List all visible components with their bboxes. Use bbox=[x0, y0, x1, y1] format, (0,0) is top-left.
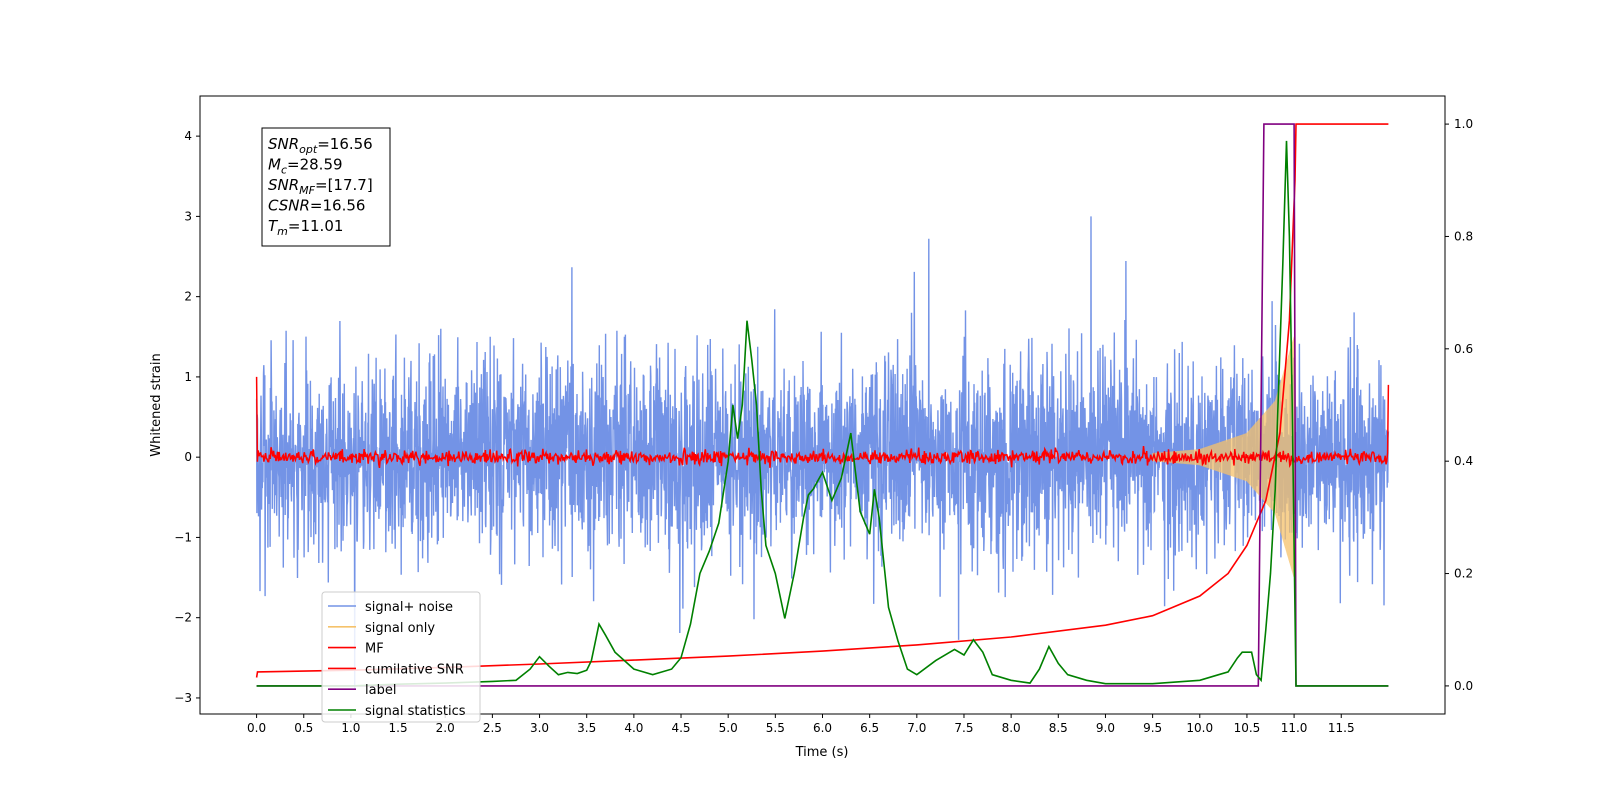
x-tick-label: 1.5 bbox=[389, 721, 408, 735]
x-tick-label: 3.5 bbox=[577, 721, 596, 735]
info-line: SNRMF=[17.7] bbox=[268, 176, 373, 197]
series-signal-only-line bbox=[1152, 336, 1295, 578]
x-tick-label: 0.5 bbox=[294, 721, 313, 735]
y-left-tick-label: −3 bbox=[174, 691, 192, 705]
legend-frame bbox=[321, 591, 481, 723]
info-box: SNRopt=16.56Mc=28.59SNRMF=[17.7]CSNR=16.… bbox=[261, 127, 391, 247]
series-mf-line bbox=[255, 376, 1390, 469]
y-left-tick-label: 3 bbox=[184, 209, 192, 223]
x-tick-label: 2.0 bbox=[436, 721, 455, 735]
ticks-layer: 0.0 0.5 1.0 1.5 2.0 2.5 3.0 3.5 4.0 4.5 5.0 5.5 6.0 6… bbox=[174, 117, 1473, 735]
legend: signal+ noise signal only MF cumilative SNR… bbox=[321, 591, 481, 723]
x-tick-label: 11.5 bbox=[1328, 721, 1355, 735]
y-left-tick-label: 0 bbox=[184, 450, 192, 464]
x-tick-label: 4.0 bbox=[624, 721, 643, 735]
info-line: Tm=11.01 bbox=[268, 217, 343, 238]
series-signal-noise-line bbox=[255, 216, 1390, 690]
y-right-tick-label: 1.0 bbox=[1454, 117, 1473, 131]
x-tick-label: 5.0 bbox=[719, 721, 738, 735]
y-left-tick-label: −2 bbox=[174, 611, 192, 625]
x-tick-label: 6.0 bbox=[813, 721, 832, 735]
legend-label: signal+ noise bbox=[365, 600, 453, 615]
y-right-tick-label: 0.2 bbox=[1454, 567, 1473, 581]
x-tick-label: 7.0 bbox=[907, 721, 926, 735]
legend-label: MF bbox=[365, 642, 384, 657]
y-left-tick-label: 1 bbox=[184, 370, 192, 384]
info-box-frame bbox=[261, 127, 391, 247]
x-tick-label: 10.0 bbox=[1186, 721, 1213, 735]
legend-label: label bbox=[365, 683, 396, 698]
x-tick-label: 11.0 bbox=[1281, 721, 1308, 735]
y-left-tick-label: −1 bbox=[174, 530, 192, 544]
x-tick-label: 0.0 bbox=[247, 721, 266, 735]
y-left-tick-label: 2 bbox=[184, 290, 192, 304]
x-tick-label: 8.0 bbox=[1002, 721, 1021, 735]
x-tick-label: 6.5 bbox=[860, 721, 879, 735]
info-line: SNRopt=16.56 bbox=[268, 135, 373, 156]
info-line: Mc=28.59 bbox=[268, 156, 343, 177]
y-right-tick-label: 0.8 bbox=[1454, 229, 1473, 243]
info-line: CSNR=16.56 bbox=[268, 197, 365, 215]
x-tick-label: 1.0 bbox=[341, 721, 360, 735]
y-axis-label-left: Whitened strain bbox=[149, 353, 164, 456]
legend-label: cumilative SNR bbox=[365, 662, 464, 677]
x-tick-label: 10.5 bbox=[1234, 721, 1261, 735]
x-tick-label: 5.5 bbox=[766, 721, 785, 735]
legend-label: signal only bbox=[365, 621, 435, 636]
x-tick-label: 3.0 bbox=[530, 721, 549, 735]
y-left-tick-label: 4 bbox=[184, 129, 192, 143]
x-axis-label: Time (s) bbox=[795, 745, 849, 760]
x-tick-label: 2.5 bbox=[483, 721, 502, 735]
x-tick-label: 8.5 bbox=[1049, 721, 1068, 735]
y-right-tick-label: 0.0 bbox=[1454, 679, 1473, 693]
x-tick-label: 4.5 bbox=[671, 721, 690, 735]
y-right-tick-label: 0.6 bbox=[1454, 342, 1473, 356]
y-right-tick-label: 0.4 bbox=[1454, 454, 1473, 468]
x-tick-label: 9.0 bbox=[1096, 721, 1115, 735]
x-tick-label: 9.5 bbox=[1143, 721, 1162, 735]
x-tick-label: 7.5 bbox=[954, 721, 973, 735]
series-signal-statistics-line bbox=[256, 140, 1389, 687]
legend-label: signal statistics bbox=[365, 704, 466, 719]
